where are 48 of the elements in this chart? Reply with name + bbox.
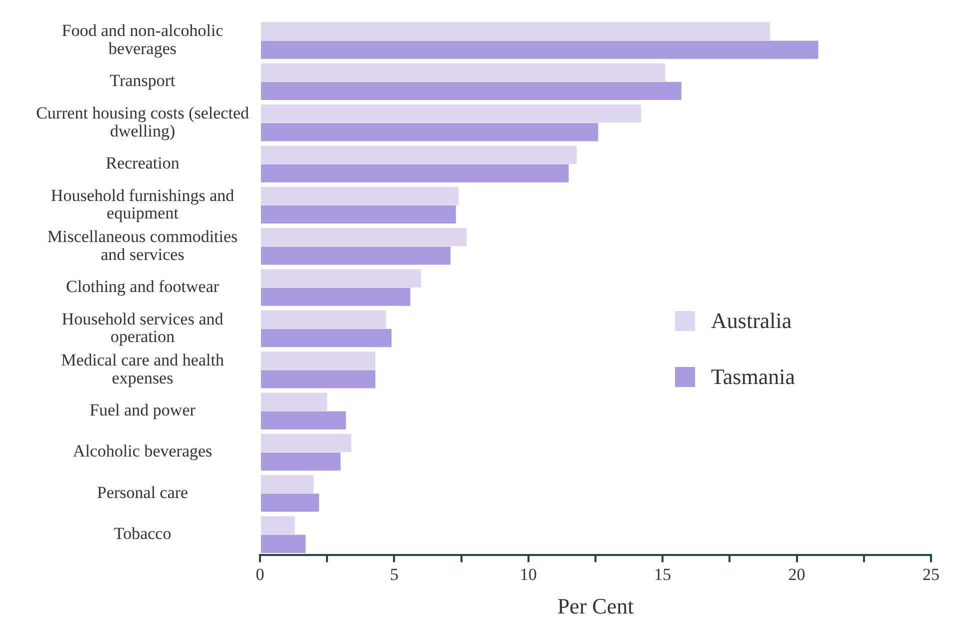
bar [261, 164, 569, 182]
bar [261, 40, 818, 59]
x-tick-label: 20 [788, 564, 806, 584]
bar [261, 370, 376, 388]
bar [261, 288, 410, 306]
y-tick-label: Personal care [96, 482, 188, 502]
bar [261, 269, 422, 288]
bar [261, 516, 295, 534]
bar [261, 475, 314, 494]
y-tick-label: Miscellaneous commodities and services [47, 226, 238, 264]
x-tick-label: 25 [922, 564, 940, 584]
bar [261, 186, 459, 206]
bar [261, 434, 352, 452]
bar [261, 411, 346, 430]
x-tick-label: 10 [520, 564, 537, 584]
bar [261, 22, 770, 40]
x-axis-title: Per Cent [557, 594, 634, 619]
x-tick-label: 5 [390, 564, 398, 584]
bar [261, 328, 392, 348]
bar [261, 534, 306, 553]
y-tick-label: Household services and operation [62, 309, 224, 346]
bar [261, 246, 451, 265]
y-tick-label: Recreation [106, 154, 180, 173]
bar [261, 452, 341, 471]
y-tick-label: Alcoholic beverages [72, 442, 212, 461]
bar [261, 310, 386, 329]
bar [261, 228, 467, 246]
y-tick-label: Household furnishings and equipment [50, 186, 235, 223]
bar [261, 205, 456, 224]
bar [261, 352, 376, 370]
bar [261, 104, 642, 123]
y-tick-label: Medical care and health expenses [61, 350, 224, 388]
legend-label: Australia [711, 308, 792, 334]
bar [261, 123, 598, 142]
y-tick-label: Fuel and power [90, 400, 196, 420]
bar [261, 146, 577, 164]
bar [261, 63, 666, 82]
x-tick-label: 0 [256, 564, 264, 584]
y-tick-label: Food and non-alcoholic beverages [62, 21, 224, 58]
y-tick-label: Transport [110, 71, 176, 90]
y-tick-label: Clothing and footwear [66, 277, 220, 296]
bar [261, 494, 320, 512]
y-tick-label: Current housing costs (selected dwelling) [36, 103, 250, 140]
legend-label: Tasmania [711, 364, 795, 390]
x-tick-label: 15 [654, 564, 672, 584]
y-tick-label: Tobacco [114, 524, 172, 544]
bar [261, 82, 682, 100]
bar [261, 392, 328, 411]
